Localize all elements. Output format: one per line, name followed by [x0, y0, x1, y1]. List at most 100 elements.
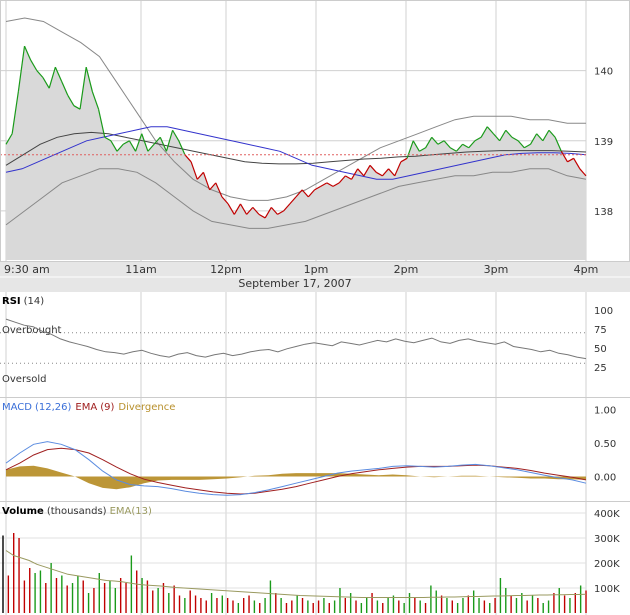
rsi-panel: Overbought Oversold 100 75 50 25 RSI (14) — [0, 292, 630, 398]
price-segment — [116, 143, 124, 152]
volume-ema-line — [5, 550, 587, 598]
price-segment — [215, 182, 223, 198]
macd-title: MACD (12,26) EMA (9) Divergence — [2, 402, 175, 413]
volume-ema-series-line — [5, 550, 587, 598]
price-segment — [23, 45, 32, 61]
price-segment — [351, 168, 359, 180]
volume-horizontal-grid — [0, 512, 586, 589]
ema-black-line — [5, 131, 587, 166]
macd-title-param: (12,26) — [35, 402, 72, 413]
price-segment — [524, 143, 531, 149]
price-segment — [369, 164, 377, 173]
price-segment — [480, 126, 488, 138]
price-segment — [202, 172, 211, 191]
price-segment — [159, 137, 167, 152]
price-segment — [209, 182, 217, 191]
price-segment — [554, 137, 562, 152]
rsi-y-tick-label: 75 — [594, 325, 607, 336]
price-segment — [153, 136, 161, 145]
price-segment — [17, 46, 26, 92]
price-segment — [104, 136, 112, 142]
price-segment — [567, 157, 574, 163]
price-segment — [326, 182, 334, 187]
price-segment — [412, 140, 420, 152]
price-segment — [492, 133, 501, 142]
price-segment — [449, 147, 457, 152]
time-tick-label: 4pm — [574, 263, 599, 276]
price-segment — [400, 157, 408, 163]
price-segment — [307, 189, 315, 198]
macd-panel-background — [0, 398, 630, 502]
price-y-tick-label: 140 — [594, 67, 613, 78]
price-segment — [128, 140, 137, 152]
rsi-panel-background — [0, 292, 630, 398]
price-segment — [227, 203, 235, 215]
rsi-y-tick-label: 100 — [594, 306, 613, 317]
macd-divergence-title: Divergence — [118, 402, 175, 413]
volume-ema-title: EMA — [110, 506, 132, 517]
price-segment — [258, 213, 266, 219]
price-segment — [505, 129, 513, 138]
date-label: September 17, 2007 — [238, 277, 351, 290]
price-segment — [270, 207, 278, 215]
rsi-title-name: RSI — [2, 296, 21, 307]
macd-title-name: MACD — [2, 402, 32, 413]
macd-vertical-grid — [5, 398, 587, 502]
price-segment — [443, 140, 451, 149]
price-segment — [36, 70, 44, 79]
volume-y-tick-label: 400K — [594, 509, 620, 520]
price-segment — [233, 203, 241, 215]
price-segment — [48, 66, 56, 89]
price-segment — [320, 182, 328, 187]
price-segment — [178, 140, 186, 156]
macd-y-tick-label: 0.00 — [594, 473, 616, 484]
ema-blue-line — [5, 126, 587, 180]
price-segment — [486, 126, 494, 135]
price-segment — [252, 207, 260, 215]
price-segment — [338, 175, 346, 184]
macd-panel: 1.00 0.50 0.00 MACD (12,26) EMA (9) Divergence — [0, 398, 630, 502]
price-y-tick-label: 138 — [594, 207, 613, 218]
price-segment — [196, 171, 204, 180]
volume-bars — [2, 533, 587, 613]
price-segment — [560, 150, 569, 163]
rsi-series-line — [5, 318, 587, 360]
price-line — [5, 45, 587, 219]
time-tick-label: 12pm — [210, 263, 242, 276]
price-segment — [110, 140, 118, 152]
macd-ema-param: (9) — [100, 402, 114, 413]
macd-divergence-histogram — [6, 465, 586, 490]
price-segment — [499, 129, 507, 142]
price-segment — [85, 66, 93, 92]
price-segment — [221, 196, 229, 205]
price-segment — [172, 129, 180, 142]
volume-y-tick-label: 200K — [594, 559, 620, 570]
price-y-axis: 140 139 138 — [594, 67, 613, 218]
volume-title-unit: (thousands) — [47, 506, 107, 517]
volume-ema-param: (13) — [131, 506, 152, 517]
price-segment — [542, 129, 550, 142]
macd-y-tick-label: 1.00 — [594, 405, 616, 416]
bollinger-bands — [5, 17, 587, 229]
macd-series-line — [5, 441, 587, 496]
rsi-vertical-grid — [5, 292, 587, 398]
rsi-y-tick-label: 25 — [594, 363, 607, 374]
price-segment — [579, 168, 587, 177]
time-tick-label: 2pm — [394, 263, 419, 276]
price-segment — [239, 203, 248, 215]
volume-y-tick-label: 100K — [594, 584, 620, 595]
price-segment — [511, 136, 519, 142]
price-segment — [184, 154, 192, 163]
price-segment — [375, 171, 383, 177]
time-axis: 9:30 am 11am 12pm 1pm 2pm 3pm 4pm September 17… — [0, 262, 630, 292]
price-segment — [548, 129, 556, 138]
price-segment — [536, 133, 544, 142]
volume-y-axis: 400K 300K 200K 100K — [594, 509, 620, 595]
price-segment — [60, 80, 69, 96]
price-segment — [517, 140, 525, 149]
rsi-title-param: (14) — [24, 296, 45, 307]
divergence-area — [6, 465, 586, 490]
volume-title: Volume (thousands) EMA(13) — [2, 506, 152, 517]
